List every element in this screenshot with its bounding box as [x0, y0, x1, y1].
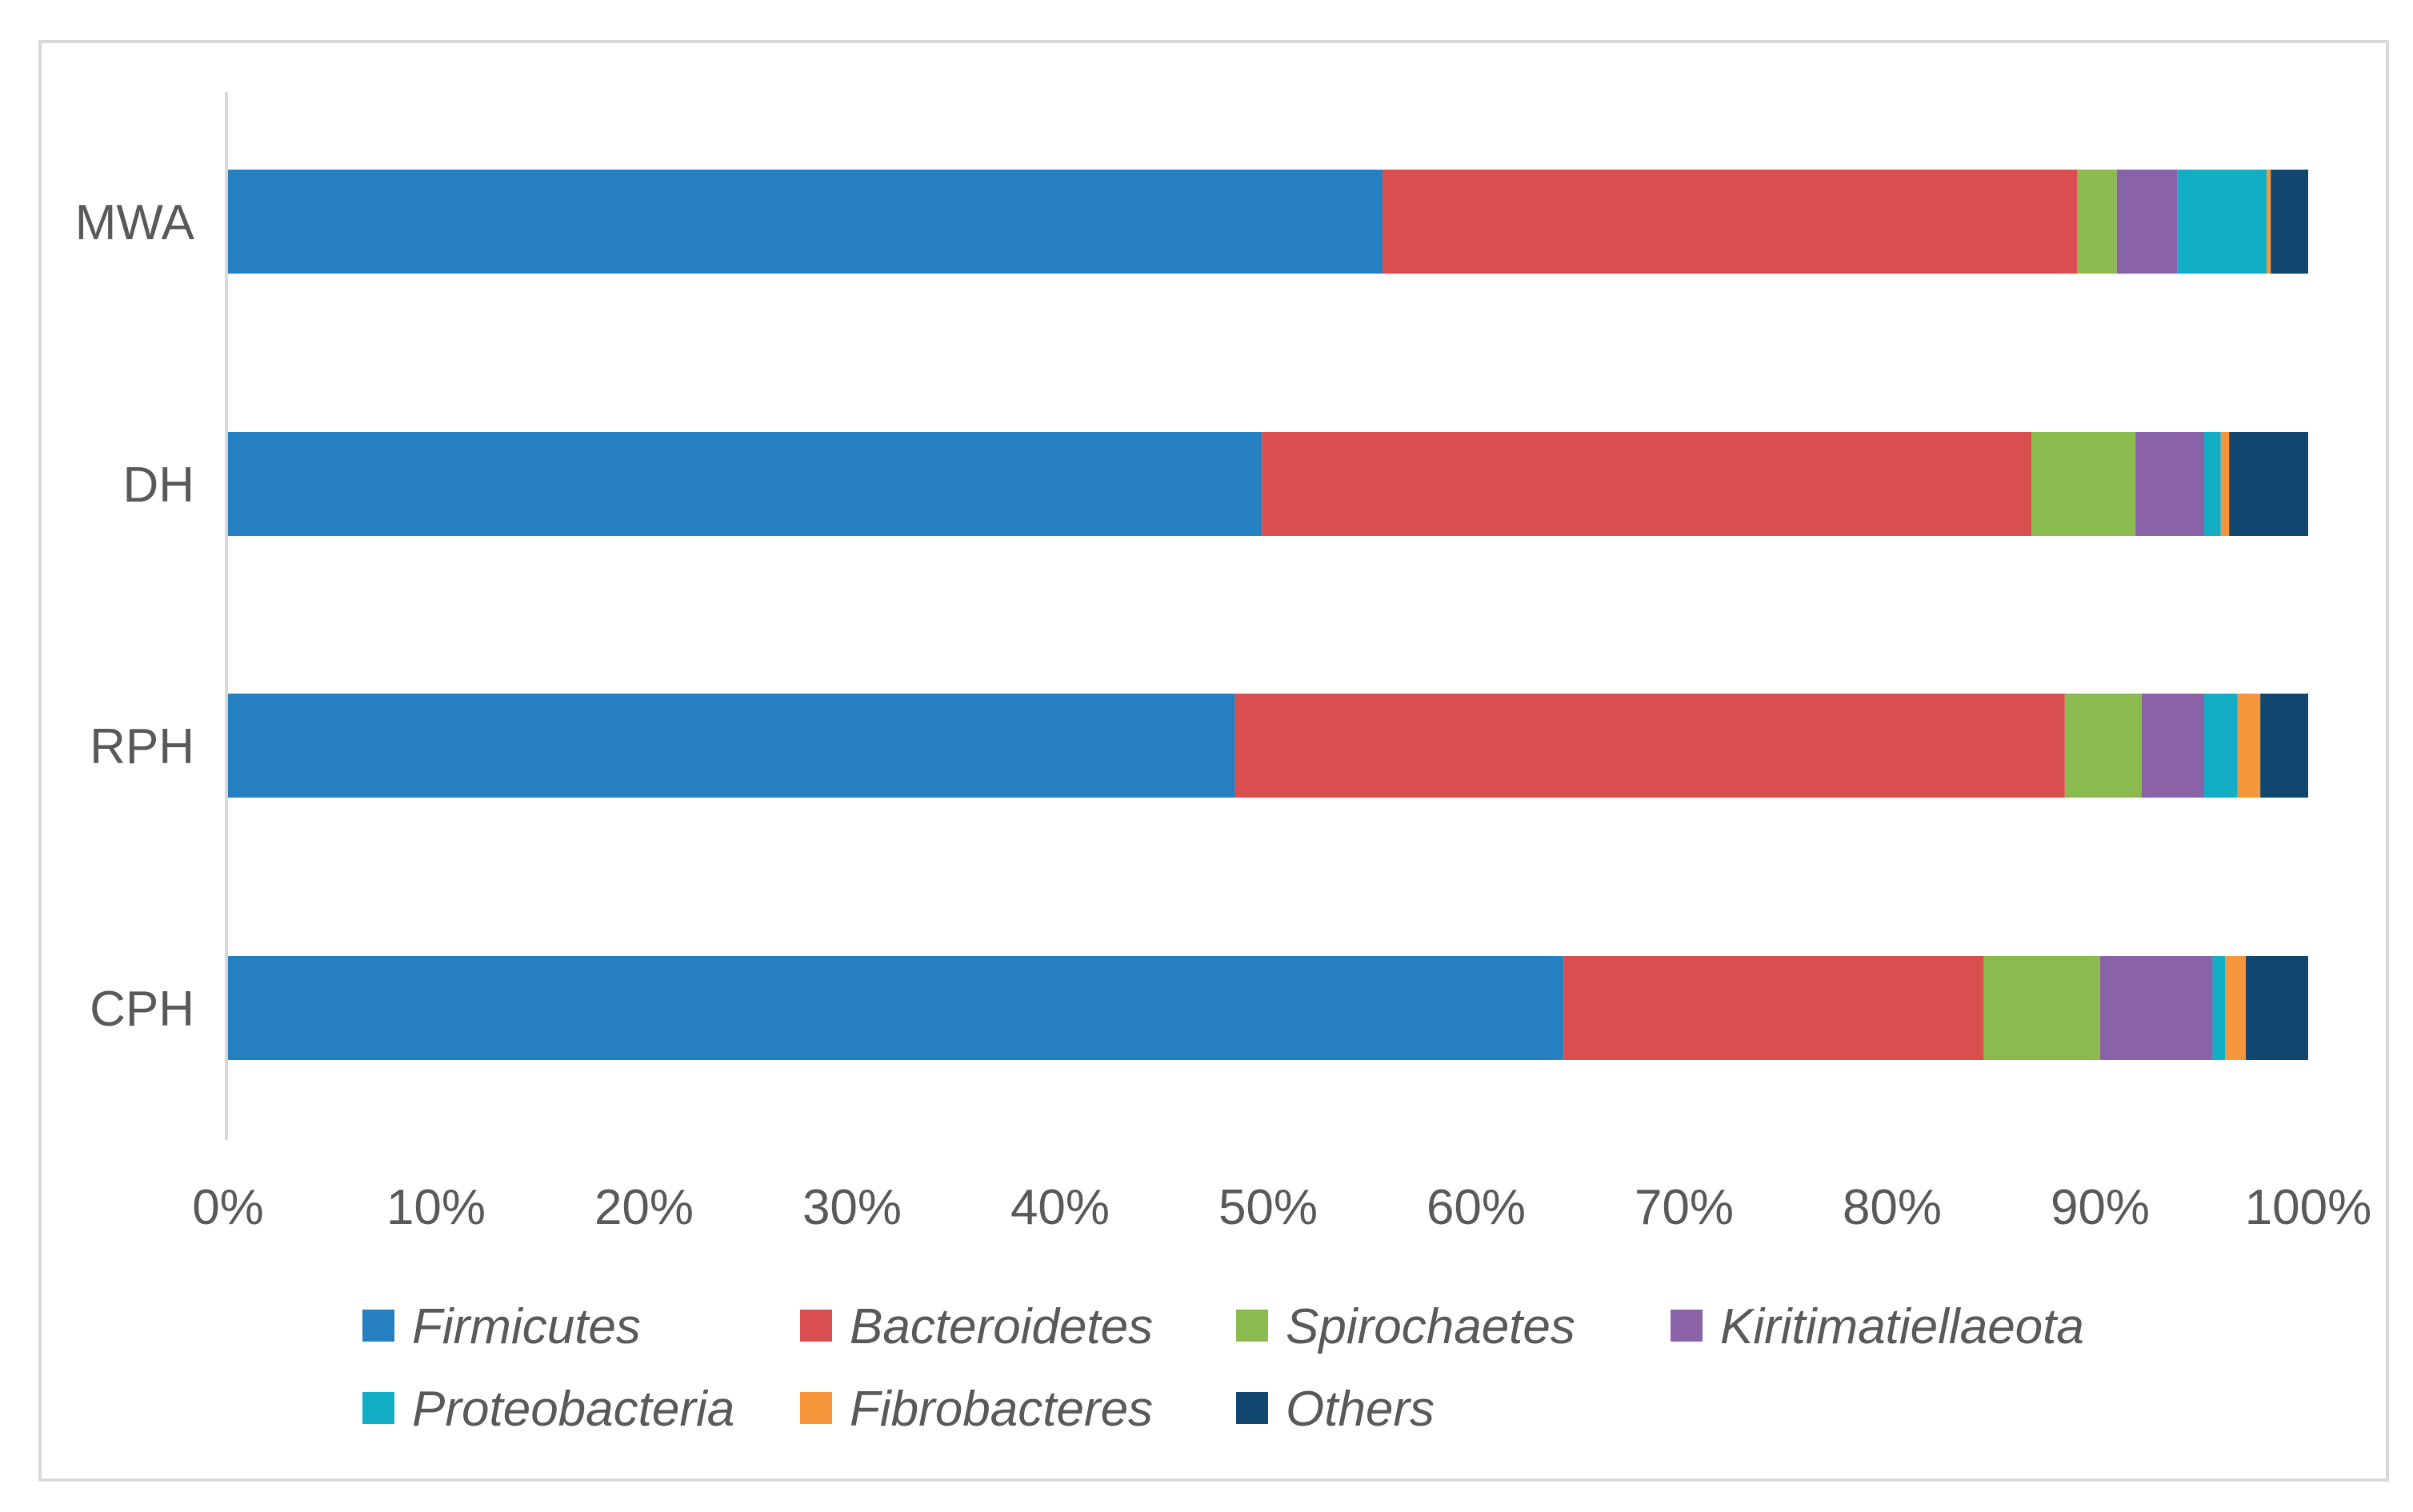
bar-segment-cph-spirochaetes: [1983, 956, 2100, 1060]
legend-swatch-spirochaetes: [1236, 1310, 1268, 1342]
legend-label-firmicutes: Firmicutes: [412, 1299, 641, 1354]
bar-segment-mwa-bacteroidetes: [1383, 170, 2078, 274]
legend-swatch-bacteroidetes: [800, 1310, 832, 1342]
bar-segment-rph-proteobacteria: [2204, 694, 2238, 798]
bar-segment-cph-others: [2246, 956, 2308, 1060]
bar-segment-dh-firmicutes: [228, 432, 1263, 536]
legend-label-proteobacteria: Proteobacteria: [412, 1382, 734, 1437]
bar-segment-cph-proteobacteria: [2212, 956, 2225, 1060]
category-labels: MWA DH RPH CPH: [75, 195, 195, 1037]
legend-label-kiritimatiellaeota: Kiritimatiellaeota: [1720, 1299, 2084, 1354]
x-tick-label-70: 70%: [1635, 1180, 1734, 1235]
bar-segment-rph-bacteroidetes: [1235, 694, 2065, 798]
x-tick-label-30: 30%: [802, 1180, 902, 1235]
legend: Firmicutes Bacteroidetes Spirochaetes Kirit…: [362, 1299, 2084, 1437]
bar-segment-mwa-others: [2271, 170, 2308, 274]
category-label-cph: CPH: [90, 982, 194, 1037]
bar-segment-dh-others: [2229, 432, 2308, 536]
bar-segment-rph-firmicutes: [228, 694, 1235, 798]
bar-segment-mwa-kiritimatiellaeota: [2116, 170, 2178, 274]
bar-segment-mwa-fibrobacteres: [2267, 170, 2271, 274]
legend-label-spirochaetes: Spirochaetes: [1286, 1299, 1575, 1354]
bar-segment-dh-spirochaetes: [2031, 432, 2136, 536]
legend-swatch-others: [1236, 1392, 1268, 1424]
bar-segment-rph-others: [2260, 694, 2308, 798]
x-tick-label-100: 100%: [2245, 1180, 2372, 1235]
legend-label-others: Others: [1286, 1382, 1435, 1437]
x-tick-label-20: 20%: [594, 1180, 694, 1235]
bar-segment-mwa-proteobacteria: [2177, 170, 2267, 274]
category-label-dh: DH: [122, 458, 194, 513]
bar-segment-dh-proteobacteria: [2204, 432, 2221, 536]
bars-layer: [228, 170, 2308, 1060]
legend-swatch-fibrobacteres: [800, 1392, 832, 1424]
bar-segment-mwa-spirochaetes: [2077, 170, 2117, 274]
category-label-rph: RPH: [90, 719, 194, 774]
bar-segment-cph-kiritimatiellaeota: [2100, 956, 2213, 1060]
bar-segment-rph-kiritimatiellaeota: [2142, 694, 2204, 798]
bar-segment-dh-fibrobacteres: [2220, 432, 2230, 536]
x-tick-label-80: 80%: [1843, 1180, 1942, 1235]
x-tick-label-60: 60%: [1427, 1180, 1526, 1235]
legend-swatch-proteobacteria: [362, 1392, 394, 1424]
bar-segment-dh-bacteroidetes: [1262, 432, 2032, 536]
bar-segment-dh-kiritimatiellaeota: [2135, 432, 2204, 536]
bar-segment-cph-firmicutes: [228, 956, 1564, 1060]
x-axis-ticks: 0% 10% 20% 30% 40% 50% 60% 70% 80% 90% 100%: [192, 1180, 2371, 1235]
bar-segment-rph-fibrobacteres: [2237, 694, 2261, 798]
bar-segment-cph-bacteroidetes: [1563, 956, 1984, 1060]
x-tick-label-10: 10%: [386, 1180, 486, 1235]
x-tick-label-40: 40%: [1010, 1180, 1110, 1235]
legend-label-bacteroidetes: Bacteroidetes: [850, 1299, 1153, 1354]
bar-segment-cph-fibrobacteres: [2225, 956, 2246, 1060]
x-tick-label-50: 50%: [1219, 1180, 1318, 1235]
bar-segment-mwa-firmicutes: [228, 170, 1383, 274]
bar-segment-rph-spirochaetes: [2064, 694, 2142, 798]
x-tick-label-90: 90%: [2051, 1180, 2150, 1235]
category-label-mwa: MWA: [75, 195, 195, 250]
legend-label-fibrobacteres: Fibrobacteres: [850, 1382, 1153, 1437]
legend-swatch-firmicutes: [362, 1310, 394, 1342]
x-tick-label-0: 0%: [192, 1180, 264, 1235]
legend-swatch-kiritimatiellaeota: [1671, 1310, 1703, 1342]
